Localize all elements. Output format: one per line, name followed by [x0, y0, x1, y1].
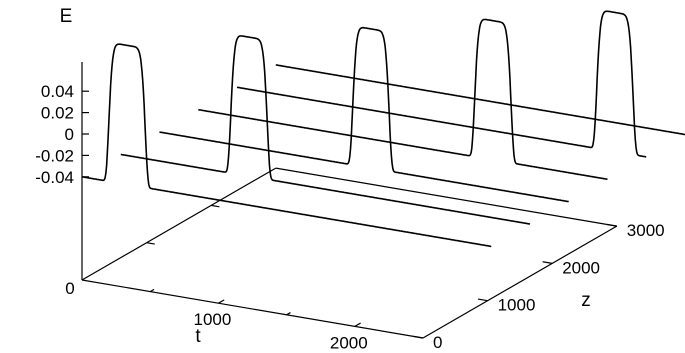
- t-tick-label: 2000: [330, 333, 368, 352]
- t-minor-tick: [286, 312, 291, 316]
- z-axis-line: [422, 225, 618, 339]
- t-tick-label: 1000: [193, 310, 231, 329]
- floor-back-edge: [275, 167, 617, 227]
- ticks-layer: 0.04 0.02 0 -0.02 -0.04 1000 2000 0 1000 2000 3000: [35, 82, 664, 352]
- e-tick-label: -0.02: [35, 146, 74, 165]
- z-tick-mark: [607, 223, 617, 227]
- floor-origin-label: 0: [65, 279, 74, 298]
- z-minor-tick: [211, 204, 220, 208]
- z-minor-tick: [146, 242, 155, 245]
- e-tick-label: 0.04: [41, 82, 74, 101]
- t-minor-tick: [149, 288, 155, 293]
- e-tick-label: 0: [65, 125, 74, 144]
- series-line: [120, 35, 531, 225]
- z-tick-mark: [413, 335, 424, 339]
- z-tick-mark: [477, 298, 488, 302]
- t-tick-mark: [218, 299, 225, 304]
- z-axis-title: z: [581, 290, 591, 311]
- z-tick-label: 1000: [498, 296, 536, 315]
- z-tick-mark: [542, 261, 553, 264]
- floor-left-edge: [81, 167, 277, 281]
- axes-layer: [81, 62, 618, 339]
- z-tick-label: 0: [433, 333, 442, 352]
- e-axis-title: E: [60, 6, 73, 27]
- series-line: [159, 26, 569, 203]
- series-line: [275, 64, 685, 136]
- e-tick-label: 0.02: [41, 104, 74, 123]
- t-axis-title: t: [195, 326, 201, 347]
- t-axis-line: [81, 279, 424, 339]
- series-line: [81, 43, 492, 248]
- e-tick-label: -0.04: [35, 168, 74, 187]
- t-tick-mark: [354, 322, 361, 327]
- z-tick-label: 2000: [562, 258, 600, 277]
- series-line: [236, 10, 647, 158]
- labels-layer: E t z 0: [60, 6, 591, 347]
- series-line: [198, 18, 608, 181]
- z-tick-label: 3000: [627, 221, 665, 240]
- series-layer: [81, 10, 685, 248]
